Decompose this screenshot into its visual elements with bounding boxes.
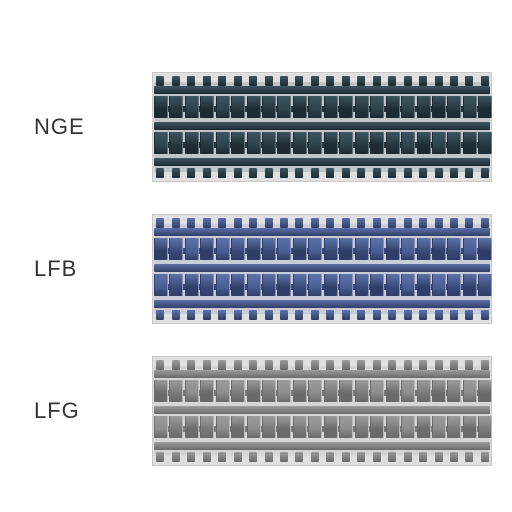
swatch-nge [152, 72, 492, 182]
label-lfb: LFB [0, 256, 152, 282]
swatch-lfb [152, 214, 492, 324]
row-nge: NGE [0, 72, 512, 182]
page: { "layout":{ "swatch_width":340, "swatch… [0, 0, 512, 512]
row-lfb: LFB [0, 214, 512, 324]
label-lfg: LFG [0, 398, 152, 424]
label-nge: NGE [0, 114, 152, 140]
swatch-lfg [152, 356, 492, 466]
row-lfg: LFG [0, 356, 512, 466]
